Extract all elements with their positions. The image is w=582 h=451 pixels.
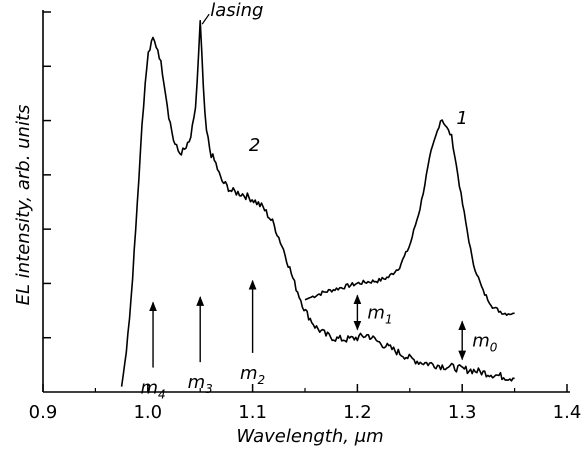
annotations: lasing 1 2 <box>201 0 468 156</box>
x-tick-label: 1.2 <box>343 402 372 423</box>
x-tick-label: 1.4 <box>553 402 582 423</box>
lasing-leader <box>201 13 210 25</box>
x-tick-label: 1.3 <box>448 402 477 423</box>
x-tick-label: 0.9 <box>29 402 58 423</box>
y-axis-label: EL intensity, arb. units <box>13 105 34 306</box>
x-tick-label: 1.1 <box>238 402 267 423</box>
mode-markers: m4 m3 m2 m1 m0 <box>140 279 498 402</box>
annotation-lasing: lasing <box>210 0 263 21</box>
annotation-1: 1 <box>456 108 467 129</box>
y-axis-ticks <box>43 11 51 339</box>
mode-label-m3: m3 <box>188 372 213 396</box>
mode-label-m4: m4 <box>140 378 165 402</box>
mode-label-m1: m1 <box>367 302 392 326</box>
series-2-line <box>120 19 515 387</box>
x-axis-ticks <box>42 384 568 392</box>
series-layer <box>120 19 515 387</box>
mode-label-m0: m0 <box>472 330 498 354</box>
annotation-2: 2 <box>249 135 260 156</box>
x-axis-tick-labels: 0.9 1.0 1.1 1.2 1.3 1.4 <box>29 402 582 423</box>
x-axis-label: Wavelength, μm <box>236 426 383 447</box>
series-1-line <box>304 119 515 316</box>
mode-label-m2: m2 <box>240 363 265 387</box>
x-tick-label: 1.0 <box>133 402 162 423</box>
